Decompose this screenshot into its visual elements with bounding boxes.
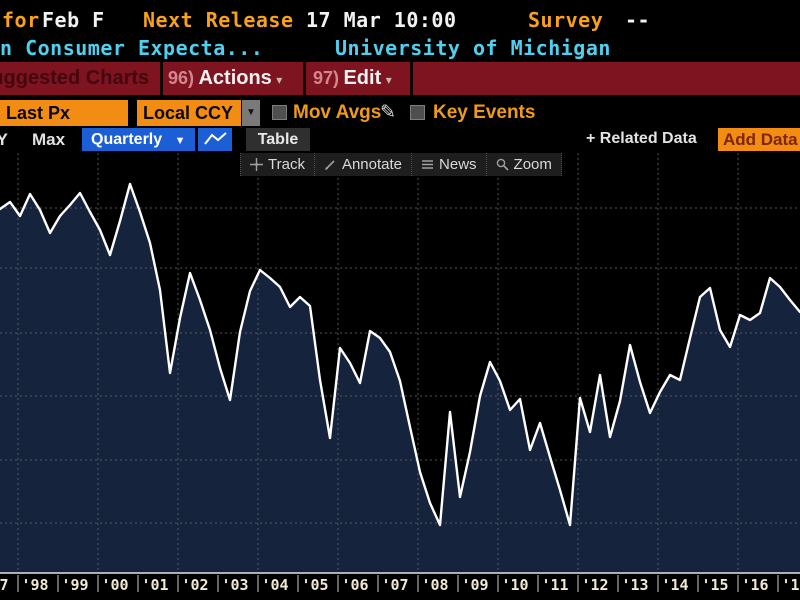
svg-text:'13: '13 bbox=[621, 576, 648, 594]
next-release-label: Next Release bbox=[143, 8, 294, 32]
svg-text:'09: '09 bbox=[461, 576, 488, 594]
svg-text:'06: '06 bbox=[341, 576, 368, 594]
svg-text:'17: '17 bbox=[781, 576, 800, 594]
zoom-magnifier-icon bbox=[496, 158, 509, 171]
track-crosshair-icon bbox=[250, 158, 263, 171]
svg-text:'05: '05 bbox=[301, 576, 328, 594]
news-lines-icon bbox=[422, 160, 434, 169]
zoom-label: Zoom bbox=[513, 156, 552, 173]
key-events-label[interactable]: Key Events bbox=[433, 102, 536, 123]
svg-text:'02: '02 bbox=[181, 576, 208, 594]
actions-button[interactable]: 96) Actions ▾ bbox=[168, 67, 282, 90]
news-label: News bbox=[439, 156, 477, 173]
edit-button[interactable]: 97) Edit ▾ bbox=[313, 67, 392, 90]
suggested-charts-item[interactable]: Suggested Charts bbox=[0, 67, 150, 89]
svg-text:'04: '04 bbox=[261, 576, 288, 594]
source-name: University of Michigan bbox=[335, 36, 611, 60]
menu-bar: Suggested Charts 96) Actions ▾ 97) Edit … bbox=[0, 62, 800, 95]
range-max-tab[interactable]: Max bbox=[32, 130, 66, 149]
menu-separator bbox=[410, 62, 413, 95]
period-value: Feb F bbox=[42, 8, 105, 32]
svg-text:'99: '99 bbox=[61, 576, 88, 594]
annotate-label: Annotate bbox=[341, 156, 403, 173]
track-button[interactable]: Track bbox=[240, 153, 314, 176]
table-tab[interactable]: Table bbox=[246, 128, 310, 151]
svg-text:'98: '98 bbox=[21, 576, 48, 594]
chevron-down-icon: ▾ bbox=[276, 73, 283, 87]
svg-text:'03: '03 bbox=[221, 576, 248, 594]
svg-text:'00: '00 bbox=[101, 576, 128, 594]
frequency-value: Quarterly bbox=[91, 131, 163, 148]
annotate-button[interactable]: Annotate bbox=[313, 153, 411, 176]
security-name: n Consumer Expecta... bbox=[0, 36, 264, 60]
period-label: for bbox=[2, 8, 40, 32]
chart-toolbar: Track Annotate News Zoom bbox=[240, 153, 562, 176]
local-ccy-field[interactable]: Local CCY bbox=[137, 100, 241, 126]
menu-separator bbox=[303, 62, 306, 95]
svg-text:'11: '11 bbox=[541, 576, 568, 594]
edit-label: Edit bbox=[343, 67, 382, 89]
svg-text:'07: '07 bbox=[381, 576, 408, 594]
menu-separator bbox=[160, 62, 163, 95]
track-label: Track bbox=[268, 156, 305, 173]
svg-text:'15: '15 bbox=[701, 576, 728, 594]
svg-text:'14: '14 bbox=[661, 576, 688, 594]
pencil-icon[interactable]: ✎ bbox=[380, 102, 396, 123]
svg-text:'12: '12 bbox=[581, 576, 608, 594]
chart-type-button[interactable] bbox=[198, 128, 232, 151]
next-release-value: 17 Mar 10:00 bbox=[306, 8, 457, 32]
line-chart-icon bbox=[204, 132, 227, 145]
edit-number: 97) bbox=[313, 68, 340, 88]
ccy-dropdown-button[interactable]: ▼ bbox=[242, 100, 260, 126]
range-5y-tab[interactable]: 5Y bbox=[0, 130, 8, 149]
news-button[interactable]: News bbox=[411, 153, 486, 176]
svg-text:'10: '10 bbox=[501, 576, 528, 594]
last-px-field[interactable]: Last Px bbox=[0, 100, 128, 126]
actions-label: Actions bbox=[198, 67, 272, 89]
annotate-pencil-icon bbox=[324, 160, 335, 170]
svg-text:'01: '01 bbox=[141, 576, 168, 594]
survey-value: -- bbox=[625, 8, 651, 32]
related-data-button[interactable]: + Related Data bbox=[586, 130, 697, 147]
chevron-down-icon: ▾ bbox=[385, 73, 392, 87]
svg-text:'16: '16 bbox=[741, 576, 768, 594]
zoom-button[interactable]: Zoom bbox=[485, 153, 562, 176]
mov-avgs-checkbox[interactable] bbox=[272, 105, 287, 120]
key-events-checkbox[interactable] bbox=[410, 105, 425, 120]
actions-number: 96) bbox=[168, 68, 195, 88]
mov-avgs-label[interactable]: Mov Avgs bbox=[293, 102, 382, 123]
frequency-dropdown[interactable]: Quarterly ▼ bbox=[82, 128, 195, 151]
svg-text:'97: '97 bbox=[0, 576, 9, 594]
chevron-down-icon: ▼ bbox=[174, 135, 186, 147]
survey-label: Survey bbox=[528, 8, 604, 32]
add-data-button[interactable]: Add Data bbox=[718, 128, 800, 151]
svg-text:'08: '08 bbox=[421, 576, 448, 594]
